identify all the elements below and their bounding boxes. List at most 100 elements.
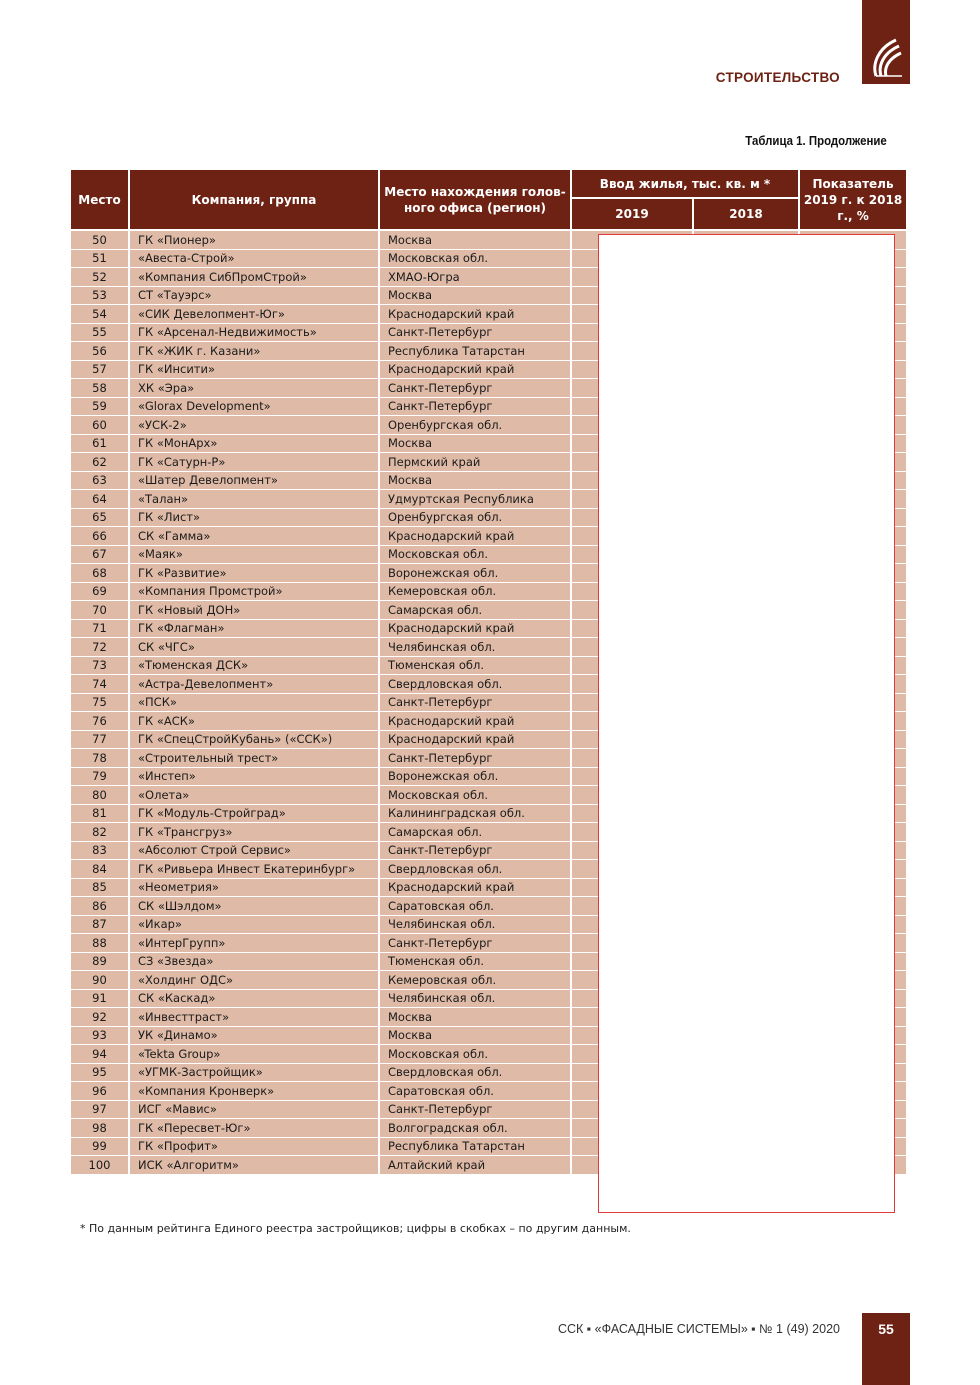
rank-cell: 51 bbox=[71, 249, 128, 268]
company-cell: ГК «СпецСтройКубань» («ССК») bbox=[130, 730, 378, 749]
region-cell: Оренбургская обл. bbox=[380, 416, 570, 435]
rank-cell: 100 bbox=[71, 1156, 128, 1175]
rank-cell: 96 bbox=[71, 1082, 128, 1101]
rank-cell: 76 bbox=[71, 712, 128, 731]
rank-cell: 87 bbox=[71, 915, 128, 934]
region-cell: Республика Татарстан bbox=[380, 342, 570, 361]
rank-cell: 59 bbox=[71, 397, 128, 416]
region-cell: Пермский край bbox=[380, 453, 570, 472]
company-cell: «Инстеп» bbox=[130, 767, 378, 786]
company-cell: «СИК Девелопмент-Юг» bbox=[130, 305, 378, 324]
company-cell: ГК «МонАрх» bbox=[130, 434, 378, 453]
rank-cell: 67 bbox=[71, 545, 128, 564]
region-cell: Республика Татарстан bbox=[380, 1137, 570, 1156]
rank-cell: 99 bbox=[71, 1137, 128, 1156]
region-cell: Оренбургская обл. bbox=[380, 508, 570, 527]
company-cell: «Холдинг ОДС» bbox=[130, 971, 378, 990]
region-cell: Воронежская обл. bbox=[380, 767, 570, 786]
company-cell: ГК «Трансгруз» bbox=[130, 823, 378, 842]
region-cell: Саратовская обл. bbox=[380, 1082, 570, 1101]
rank-cell: 62 bbox=[71, 453, 128, 472]
company-cell: «Компания Промстрой» bbox=[130, 582, 378, 601]
rank-cell: 71 bbox=[71, 619, 128, 638]
rank-cell: 54 bbox=[71, 305, 128, 324]
region-cell: Воронежская обл. bbox=[380, 564, 570, 583]
company-cell: «Тюменская ДСК» bbox=[130, 656, 378, 675]
rank-cell: 90 bbox=[71, 971, 128, 990]
company-cell: СЗ «Звезда» bbox=[130, 952, 378, 971]
footer-journal: ССК ▪ «ФАСАДНЫЕ СИСТЕМЫ» ▪ № 1 (49) 2020 bbox=[557, 1322, 840, 1336]
company-cell: ХК «Эра» bbox=[130, 379, 378, 398]
rank-cell: 65 bbox=[71, 508, 128, 527]
col-housing: Ввод жилья, тыс. кв. м * bbox=[572, 170, 799, 199]
region-cell: Тюменская обл. bbox=[380, 952, 570, 971]
company-cell: «Tekta Group» bbox=[130, 1045, 378, 1064]
region-cell: Санкт-Петербург bbox=[380, 323, 570, 342]
rank-cell: 95 bbox=[71, 1063, 128, 1082]
rank-cell: 97 bbox=[71, 1100, 128, 1119]
company-cell: СК «Шэлдом» bbox=[130, 897, 378, 916]
company-cell: ГК «Лист» bbox=[130, 508, 378, 527]
region-cell: Краснодарский край bbox=[380, 305, 570, 324]
rank-cell: 80 bbox=[71, 786, 128, 805]
company-cell: «Инвесттраст» bbox=[130, 1008, 378, 1027]
company-cell: ИСК «Алгоритм» bbox=[130, 1156, 378, 1175]
company-cell: «Компания Кронверк» bbox=[130, 1082, 378, 1101]
region-cell: Москва bbox=[380, 1026, 570, 1045]
company-cell: «Компания СибПромСтрой» bbox=[130, 268, 378, 287]
col-2018: 2018 bbox=[694, 199, 799, 231]
region-cell: Челябинская обл. bbox=[380, 915, 570, 934]
region-cell: Москва bbox=[380, 231, 570, 250]
company-cell: ГК «Пересвет-Юг» bbox=[130, 1119, 378, 1138]
company-cell: «Шатер Девелопмент» bbox=[130, 471, 378, 490]
rank-cell: 88 bbox=[71, 934, 128, 953]
rank-cell: 89 bbox=[71, 952, 128, 971]
rank-cell: 57 bbox=[71, 360, 128, 379]
page-number: 55 bbox=[878, 1321, 894, 1337]
company-cell: СТ «Тауэрс» bbox=[130, 286, 378, 305]
rank-cell: 66 bbox=[71, 527, 128, 546]
company-cell: УК «Динамо» bbox=[130, 1026, 378, 1045]
rank-cell: 98 bbox=[71, 1119, 128, 1138]
company-cell: ГК «Новый ДОН» bbox=[130, 601, 378, 620]
company-cell: «Олета» bbox=[130, 786, 378, 805]
rank-cell: 85 bbox=[71, 878, 128, 897]
rank-cell: 77 bbox=[71, 730, 128, 749]
rank-cell: 53 bbox=[71, 286, 128, 305]
region-cell: Краснодарский край bbox=[380, 712, 570, 731]
rank-cell: 82 bbox=[71, 823, 128, 842]
col-ratio: Показатель 2019 г. к 2018 г., % bbox=[800, 170, 907, 231]
company-cell: ГК «Инсити» bbox=[130, 360, 378, 379]
col-rank: Место bbox=[71, 170, 128, 231]
region-cell: Волгоградская обл. bbox=[380, 1119, 570, 1138]
region-cell: Кемеровская обл. bbox=[380, 971, 570, 990]
rank-cell: 93 bbox=[71, 1026, 128, 1045]
region-cell: Санкт-Петербург bbox=[380, 934, 570, 953]
section-title: СТРОИТЕЛЬСТВО bbox=[715, 70, 840, 85]
rank-cell: 79 bbox=[71, 767, 128, 786]
region-cell: Кемеровская обл. bbox=[380, 582, 570, 601]
rank-cell: 68 bbox=[71, 564, 128, 583]
region-cell: Санкт-Петербург bbox=[380, 841, 570, 860]
rank-cell: 91 bbox=[71, 989, 128, 1008]
rank-cell: 73 bbox=[71, 656, 128, 675]
region-cell: Самарская обл. bbox=[380, 823, 570, 842]
company-cell: «УСК-2» bbox=[130, 416, 378, 435]
region-cell: Московская обл. bbox=[380, 786, 570, 805]
company-cell: «Икар» bbox=[130, 915, 378, 934]
region-cell: Московская обл. bbox=[380, 249, 570, 268]
region-cell: Челябинская обл. bbox=[380, 989, 570, 1008]
rank-cell: 75 bbox=[71, 693, 128, 712]
company-cell: «Абсолют Строй Сервис» bbox=[130, 841, 378, 860]
region-cell: Московская обл. bbox=[380, 545, 570, 564]
company-cell: ГК «АСК» bbox=[130, 712, 378, 731]
company-cell: «Строительный трест» bbox=[130, 749, 378, 768]
rank-cell: 60 bbox=[71, 416, 128, 435]
page-tab: 55 bbox=[862, 1313, 910, 1385]
region-cell: Санкт-Петербург bbox=[380, 693, 570, 712]
col-2019: 2019 bbox=[572, 199, 692, 231]
footnote: * По данным рейтинга Единого реестра зас… bbox=[80, 1222, 631, 1235]
region-cell: Краснодарский край bbox=[380, 878, 570, 897]
redaction-box bbox=[598, 234, 895, 1213]
region-cell: Краснодарский край bbox=[380, 527, 570, 546]
